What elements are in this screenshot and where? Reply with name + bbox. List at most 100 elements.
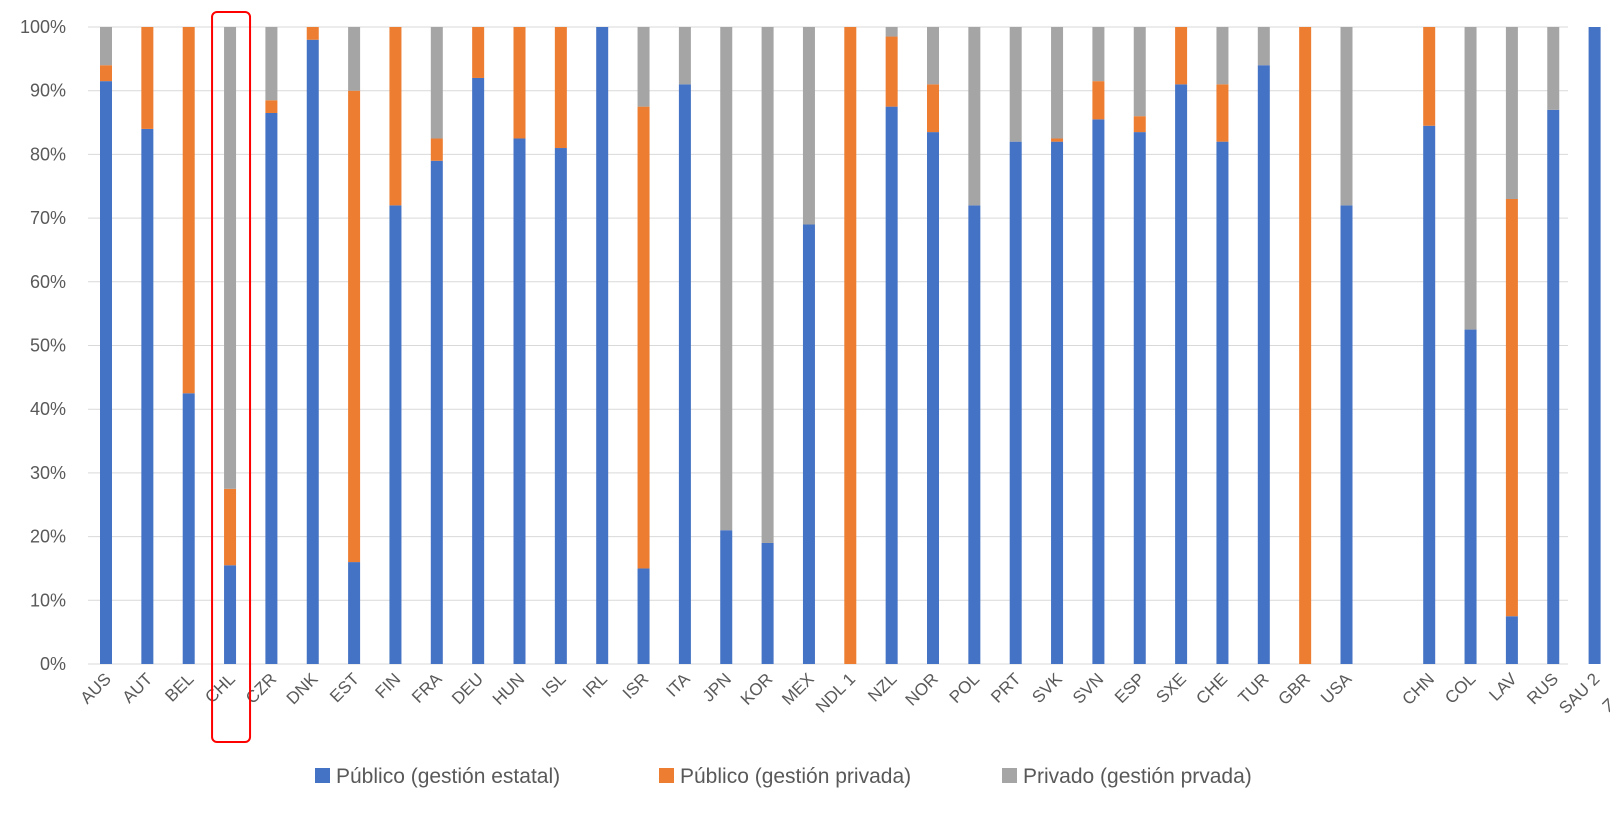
bar-segment-deu-series-0	[472, 77, 485, 664]
category-label-dnk: DNK	[283, 669, 322, 708]
category-label-hun: HUN	[489, 669, 528, 708]
bar-segment-prt-series-0	[1009, 141, 1022, 664]
category-label-sxe: SXE	[1152, 669, 1189, 706]
bar-segment-esp-series-1	[1133, 116, 1146, 133]
bar-segment-prt-series-2	[1009, 27, 1022, 142]
bar-segment-svk-series-0	[1051, 141, 1064, 664]
bar-segment-chn-series-1	[1423, 27, 1436, 126]
bar-segment-chn-series-0	[1423, 125, 1436, 665]
gridlines	[88, 26, 1568, 665]
legend-label-publico-gestion-estatal: Público (gestión estatal)	[336, 765, 560, 788]
category-label-pol: POL	[946, 669, 983, 706]
bar-segment-aus-series-0	[100, 81, 112, 664]
bar-segment-fra-series-1	[430, 138, 443, 161]
legend-swatch-publico-gestion-estatal	[315, 768, 330, 783]
bar-segment-czr-series-1	[265, 100, 278, 113]
bar-segment-usa-series-2	[1340, 27, 1353, 206]
bar-segment-chl-series-0	[224, 565, 237, 664]
bar-segment-sxe-series-0	[1175, 84, 1188, 664]
legend-label-publico-gestion-privada: Público (gestión privada)	[680, 765, 911, 788]
bar-segment-isl-series-0	[554, 148, 567, 664]
bar-segment-kor-series-0	[761, 542, 774, 664]
bar-segment-chl-series-1	[224, 488, 237, 566]
bar-segment-tur-series-2	[1257, 27, 1270, 66]
bar-segment-mex-series-2	[802, 27, 815, 225]
bar-segment-isr-series-0	[637, 568, 650, 664]
bar-segment-svn-series-1	[1092, 81, 1105, 120]
bar-segment-svn-series-0	[1092, 119, 1105, 665]
bar-segment-isr-series-2	[637, 27, 650, 107]
y-tick-label: 80%	[30, 144, 66, 164]
bar-segment-irl-series-0	[596, 27, 609, 664]
bar-segment-usa-series-0	[1340, 205, 1353, 665]
bar-segment-nzl-series-2	[885, 27, 898, 37]
category-label-esp: ESP	[1111, 669, 1148, 706]
category-label-aut: AUT	[119, 669, 156, 706]
legend-item-privado-gestion-prvada: Privado (gestión prvada)	[1002, 765, 1252, 788]
bar-segment-ndl-1-series-1	[844, 27, 857, 664]
bar-segment-bel-series-0	[182, 393, 195, 664]
category-label-ndl-1: NDL 1	[812, 669, 859, 716]
y-axis-tick-labels: 0% 10% 20% 30% 40% 50% 60% 70% 80% 90% 100%	[20, 17, 66, 674]
bar-segment-pol-series-0	[968, 205, 981, 665]
legend: Público (gestión estatal) Público (gesti…	[315, 765, 1252, 788]
x-axis-category-labels: AUS AUT BEL CHL CZR DNK EST FIN FRA DEU HUN ISL IRL I…	[77, 669, 1610, 718]
bar-segment-aus-series-1	[100, 65, 112, 82]
bar-segment-kor-series-2	[761, 27, 774, 543]
bar-segment-est-series-2	[348, 27, 361, 91]
category-label-isr: ISR	[619, 669, 652, 702]
category-label-usa: USA	[1317, 669, 1356, 708]
y-tick-label: 0%	[40, 654, 66, 674]
category-label-deu: DEU	[448, 669, 487, 708]
bar-segment-hun-series-1	[513, 27, 526, 139]
bar-segment-dnk-series-0	[306, 39, 319, 665]
bar-segment-sxe-series-1	[1175, 27, 1188, 85]
bar-segment-ita-series-2	[678, 27, 691, 85]
bar-segment-lav-series-0	[1505, 616, 1518, 664]
bar-segment-tur-series-0	[1257, 65, 1270, 665]
bar-segment-fra-series-0	[430, 160, 443, 664]
bar-segment-esp-series-2	[1133, 27, 1146, 117]
bars	[100, 27, 1601, 665]
legend-swatch-publico-gestion-privada	[659, 768, 674, 783]
bar-segment-hun-series-0	[513, 138, 526, 665]
bar-segment-che-series-0	[1216, 141, 1229, 664]
bar-segment-deu-series-1	[472, 27, 485, 78]
bar-segment-nor-series-1	[927, 84, 939, 133]
category-label-prt: PRT	[987, 669, 1024, 706]
highlight-box-group	[211, 11, 252, 743]
bar-segment-fin-series-1	[389, 27, 402, 206]
category-label-czr: CZR	[242, 669, 280, 707]
bar-segment-col-series-0	[1464, 329, 1477, 664]
bar-segment-aut-series-1	[141, 27, 154, 129]
category-label-gbr: GBR	[1274, 669, 1313, 708]
legend-item-publico-gestion-privada: Público (gestión privada)	[659, 765, 911, 788]
category-label-tur: TUR	[1234, 669, 1272, 707]
category-label-bel: BEL	[161, 669, 197, 705]
bar-segment-jpn-series-2	[720, 27, 733, 531]
bar-segment-nor-series-0	[927, 132, 939, 665]
bar-segment-jpn-series-0	[720, 530, 733, 664]
category-label-fra: FRA	[408, 669, 446, 707]
bar-segment-fin-series-0	[389, 205, 402, 665]
category-label-irl: IRL	[579, 669, 611, 701]
bar-segment-isr-series-1	[637, 106, 650, 569]
bar-segment-mex-series-0	[802, 224, 815, 664]
category-label-chl: CHL	[201, 669, 238, 706]
highlight-box	[211, 11, 252, 743]
y-tick-label: 90%	[30, 81, 66, 101]
category-label-sau-2: SAU 2	[1555, 669, 1603, 717]
category-label-nzl: NZL	[864, 669, 900, 705]
category-label-kor: KOR	[737, 669, 776, 708]
category-label-chn: CHN	[1399, 669, 1438, 708]
bar-segment-est-series-0	[348, 562, 361, 664]
y-tick-label: 100%	[20, 17, 66, 37]
category-label-est: EST	[326, 669, 363, 706]
bar-segment-isl-series-1	[554, 27, 567, 149]
legend-label-privado-gestion-prvada: Privado (gestión prvada)	[1023, 765, 1252, 788]
category-label-ita: ITA	[662, 669, 694, 701]
bar-segment-pol-series-2	[968, 27, 981, 206]
bar-segment-czr-series-2	[265, 27, 278, 101]
y-tick-label: 30%	[30, 463, 66, 483]
